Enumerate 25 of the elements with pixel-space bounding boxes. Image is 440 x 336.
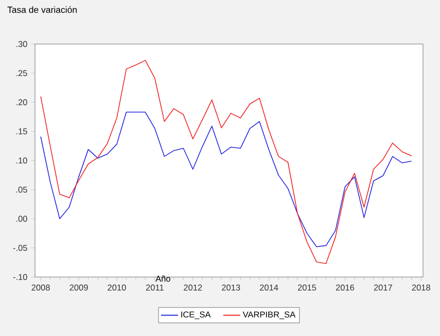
line-series: [40, 60, 412, 264]
x-tick-label: 2013: [222, 284, 240, 291]
y-tick-label: .05: [16, 186, 28, 193]
x-tick-label: 2018: [412, 284, 430, 291]
x-tick-label: 2017: [374, 284, 392, 291]
y-tick-label: .15: [16, 128, 28, 134]
x-tick-label: 2014: [260, 284, 278, 291]
y-tick-label: -.10: [13, 274, 28, 280]
x-tick-label: 2010: [108, 284, 126, 291]
legend-label: ICE_SA: [181, 311, 211, 320]
x-tick-label: 2009: [70, 284, 88, 291]
x-axis-title: Año: [156, 276, 170, 282]
legend-label: VARPIBR_SA: [242, 311, 296, 320]
chart-title: Tasa de variación: [7, 6, 77, 13]
x-tick-label: 2012: [184, 284, 202, 291]
x-tick-label: 2016: [336, 284, 354, 291]
y-tick-label: -.05: [13, 244, 28, 251]
x-tick-label: 2015: [298, 284, 316, 291]
y-tick-label: .25: [16, 70, 28, 76]
y-tick-label: .20: [16, 99, 28, 106]
y-tick-label: .30: [16, 40, 28, 48]
y-tick-label: .00: [16, 216, 28, 222]
y-tick-label: .10: [16, 157, 28, 164]
x-tick-label: 2011: [146, 284, 164, 291]
x-tick-label: 2008: [32, 284, 50, 291]
